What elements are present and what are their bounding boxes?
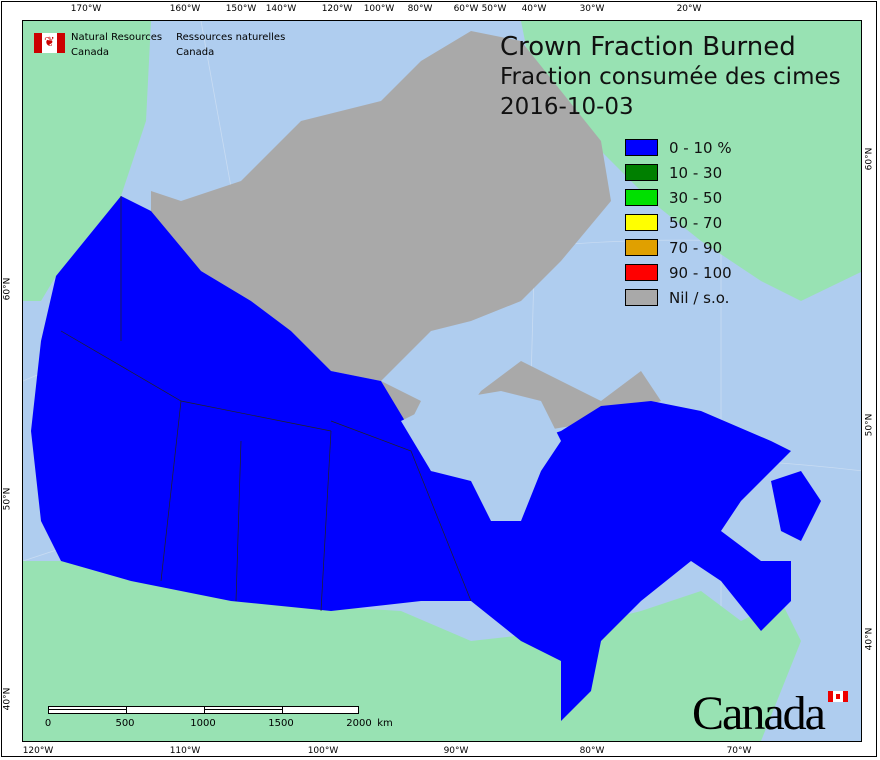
nrcan-en-line1: Natural Resources — [71, 32, 163, 43]
legend-item: 70 - 90 — [625, 235, 732, 260]
legend-swatch — [625, 214, 658, 231]
left-tick: 40°N — [2, 687, 13, 711]
hudson-bay — [401, 391, 561, 521]
legend-item: 10 - 30 — [625, 160, 732, 185]
nrcan-en-line2: Canada — [71, 47, 110, 58]
right-tick: 60°N — [864, 147, 875, 171]
scale-label: 500 — [115, 718, 135, 729]
top-tick: 30°W — [579, 4, 605, 14]
legend-label: 10 - 30 — [669, 163, 723, 182]
legend-swatch — [625, 139, 658, 156]
legend-swatch — [625, 239, 658, 256]
usa-land — [23, 561, 801, 741]
legend-swatch — [625, 189, 658, 206]
right-tick: 50°N — [864, 413, 875, 437]
top-tick: 140°W — [265, 4, 297, 14]
top-tick: 100°W — [363, 4, 395, 14]
legend-label: 0 - 10 % — [669, 138, 732, 157]
nrcan-fr-line1: Ressources naturelles — [176, 32, 286, 43]
newfoundland-low-class-area — [771, 471, 821, 541]
legend-label: 90 - 100 — [669, 263, 732, 282]
arctic-nodata — [151, 31, 611, 381]
legend-swatch — [625, 264, 658, 281]
scale-label: 1000 — [190, 718, 216, 729]
legend: 0 - 10 % 10 - 30 30 - 50 50 - 70 70 - 90… — [625, 135, 732, 310]
top-tick: 160°W — [169, 4, 201, 14]
wordmark-flag-icon — [828, 691, 848, 702]
greenland-land — [521, 21, 861, 301]
top-tick: 40°W — [521, 4, 547, 14]
legend-item: 50 - 70 — [625, 210, 732, 235]
legend-item: Nil / s.o. — [625, 285, 732, 310]
nrcan-signature: ❦ Natural Resources Canada Ressources na… — [34, 30, 285, 60]
top-tick: 80°W — [407, 4, 433, 14]
canada-low-class-area — [31, 196, 791, 721]
left-tick: 50°N — [2, 487, 13, 511]
legend-label: 50 - 70 — [669, 213, 723, 232]
borders — [60, 196, 472, 612]
legend-label: Nil / s.o. — [669, 288, 730, 307]
map-title-fr: Fraction consumée des cimes — [500, 64, 841, 90]
canada-flag-icon: ❦ — [34, 33, 65, 53]
top-tick: 20°W — [676, 4, 702, 14]
top-tick: 60°W — [453, 4, 479, 14]
legend-label: 30 - 50 — [669, 188, 723, 207]
scale-label: 0 — [44, 718, 52, 729]
map-canvas — [22, 20, 862, 742]
legend-item: 90 - 100 — [625, 260, 732, 285]
top-tick: 170°W — [70, 4, 102, 14]
nrcan-fr-line2: Canada — [176, 47, 215, 58]
bottom-tick: 80°W — [579, 746, 605, 756]
left-tick: 60°N — [2, 277, 13, 301]
bottom-tick: 120°W — [22, 746, 54, 756]
top-tick: 120°W — [321, 4, 353, 14]
map-date: 2016-10-03 — [500, 94, 634, 120]
scale-unit: km — [377, 718, 393, 729]
top-tick: 50°W — [481, 4, 507, 14]
bottom-tick: 70°W — [726, 746, 752, 756]
scale-label: 2000 — [346, 718, 372, 729]
canada-wordmark-text: Canada — [692, 687, 826, 740]
bottom-tick: 100°W — [307, 746, 339, 756]
bottom-tick: 110°W — [169, 746, 201, 756]
map-graphic — [23, 21, 861, 741]
map-title-block: Crown Fraction Burned Fraction consumée … — [500, 32, 841, 122]
legend-swatch — [625, 289, 658, 306]
scale-label: 1500 — [268, 718, 294, 729]
legend-item: 30 - 50 — [625, 185, 732, 210]
right-tick: 40°N — [864, 627, 875, 651]
scale-bar — [48, 706, 359, 714]
top-tick: 150°W — [225, 4, 257, 14]
legend-label: 70 - 90 — [669, 238, 723, 257]
alaska-land — [23, 21, 151, 301]
bottom-tick: 90°W — [443, 746, 469, 756]
legend-swatch — [625, 164, 658, 181]
canada-wordmark: Canada — [692, 686, 848, 741]
legend-item: 0 - 10 % — [625, 135, 732, 160]
map-title: Crown Fraction Burned — [500, 32, 796, 62]
